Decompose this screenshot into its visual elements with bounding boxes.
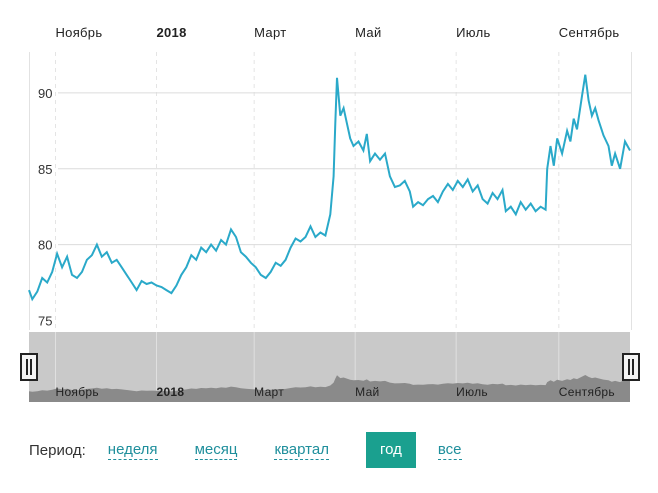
period-month-link[interactable]: месяц <box>194 440 238 460</box>
vertical-gridlines <box>54 52 560 330</box>
navigator-area <box>29 375 630 402</box>
top-tick-label: Май <box>355 25 381 40</box>
navigator-tick-label: Март <box>254 385 284 399</box>
horizontal-gridlines <box>58 92 631 246</box>
y-tick-label: 85 <box>38 162 52 177</box>
top-tick-label: Март <box>254 25 286 40</box>
top-tick-label: Июль <box>456 25 490 40</box>
period-all-link[interactable]: все <box>437 440 462 460</box>
navigator-axis-labels: Ноябрь 2018 Март Май Июль Сентябрь <box>55 385 614 399</box>
navigator-handle-right[interactable] <box>622 353 640 381</box>
y-axis-labels: 75 80 85 90 <box>38 86 52 328</box>
navigator-tick-label: 2018 <box>156 385 184 399</box>
period-selector: Период: неделя месяц квартал год все <box>29 432 499 468</box>
navigator: Ноябрь 2018 Март Май Июль Сентябрь <box>20 332 640 402</box>
navigator-tick-label: Май <box>355 385 379 399</box>
y-tick-label: 75 <box>38 313 52 328</box>
navigator-tick-label: Сентябрь <box>559 385 615 399</box>
top-tick-label: 2018 <box>156 25 186 40</box>
y-tick-label: 80 <box>38 238 52 253</box>
top-tick-label: Ноябрь <box>55 25 102 40</box>
price-series-line <box>28 74 631 302</box>
navigator-tick-label: Июль <box>456 385 488 399</box>
period-label: Период: <box>29 441 86 459</box>
navigator-tick-label: Ноябрь <box>55 385 98 399</box>
period-week-link[interactable]: неделя <box>107 440 158 460</box>
top-tick-label: Сентябрь <box>559 25 620 40</box>
y-tick-label: 90 <box>38 86 52 101</box>
navigator-handle-left[interactable] <box>20 353 38 381</box>
period-quarter-link[interactable]: квартал <box>274 440 329 460</box>
period-year-button[interactable]: год <box>365 432 416 468</box>
top-axis-labels: Ноябрь2018МартМайИюльСентябрьН <box>55 25 620 40</box>
